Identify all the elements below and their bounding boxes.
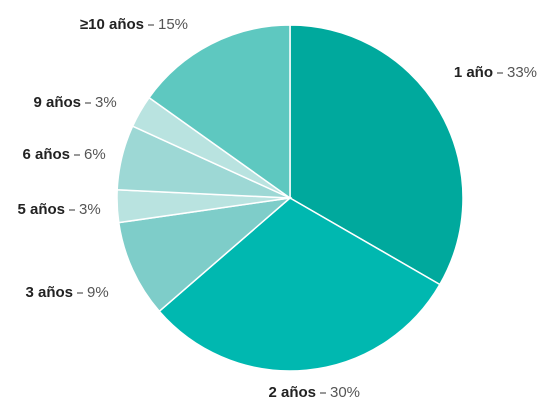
- slice-label: 9 años: [33, 94, 81, 111]
- slice-label: 3 años: [25, 284, 73, 301]
- pie-slice: [117, 196, 293, 313]
- slice-label: 6 años: [22, 146, 70, 163]
- slice-value-label: 3%: [79, 201, 101, 218]
- slice-label: 2 años: [268, 384, 316, 401]
- slice-value-label: 9%: [87, 284, 109, 301]
- pie-slice: [289, 24, 464, 286]
- slice-label: 1 año: [454, 64, 493, 81]
- slice-value-label: 33%: [507, 64, 537, 81]
- slice-label: 5 años: [17, 201, 65, 218]
- slice-label: ≥10 años: [80, 16, 144, 33]
- pie-slice: [158, 197, 441, 372]
- slice-value-label: 3%: [95, 94, 117, 111]
- pie-slice: [148, 24, 291, 200]
- slice-value-label: 6%: [84, 146, 106, 163]
- slice-value-label: 30%: [330, 384, 360, 401]
- slice-value-label: 15%: [158, 16, 188, 33]
